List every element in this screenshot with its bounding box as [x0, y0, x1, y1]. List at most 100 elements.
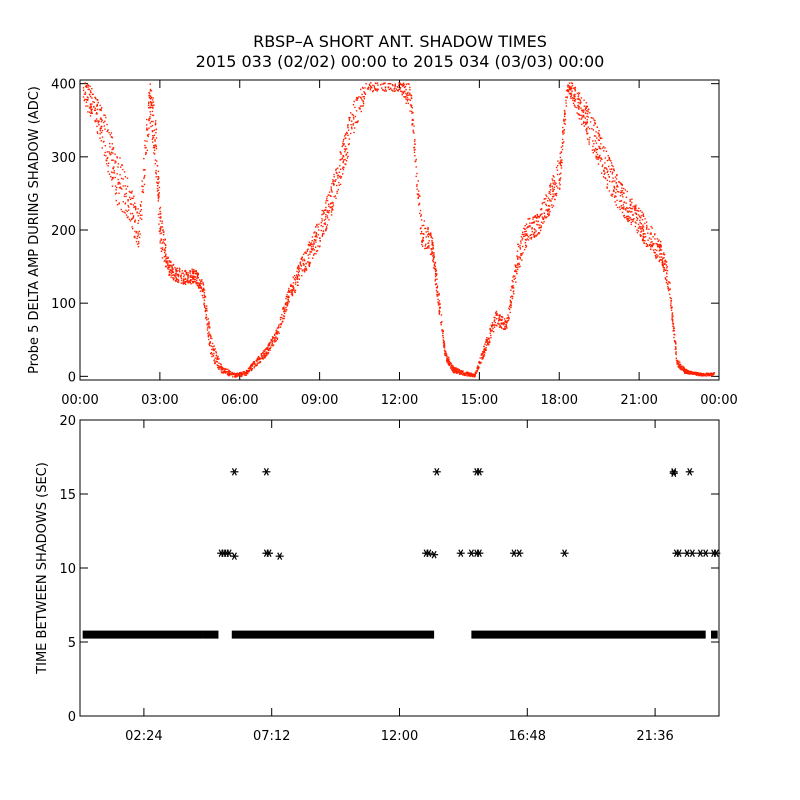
data-point: [180, 282, 183, 284]
data-point: [265, 353, 267, 355]
data-point: [274, 333, 276, 336]
data-point: [111, 143, 113, 145]
data-point: [474, 375, 476, 378]
data-point: [154, 162, 156, 165]
data-point: [558, 182, 561, 184]
data-point: [303, 264, 305, 266]
data-point: [371, 90, 374, 93]
data-point: [430, 236, 432, 239]
data-point: [162, 234, 165, 236]
data-point: [476, 370, 478, 373]
data-point: [405, 102, 407, 104]
data-point: [499, 319, 502, 321]
data-point: [560, 161, 562, 163]
data-point: [167, 264, 169, 266]
data-point: [325, 200, 327, 202]
data-point: [175, 270, 177, 272]
data-point: [511, 295, 513, 297]
data-point: [635, 213, 638, 215]
data-point: [443, 341, 445, 343]
data-point: [625, 216, 627, 218]
data-point: [297, 266, 300, 268]
data-point: [678, 363, 680, 365]
data-point: [534, 229, 536, 231]
data-point: [654, 249, 656, 251]
data-point: [460, 370, 463, 373]
data-point: [87, 84, 90, 87]
data-point: [594, 147, 597, 150]
data-point: [326, 224, 329, 226]
data-point: [606, 186, 608, 188]
data-point: [598, 134, 601, 136]
data-point: [524, 225, 526, 227]
data-point: [251, 365, 253, 367]
data-point: [583, 110, 585, 112]
data-point: [288, 291, 291, 293]
data-point: [606, 171, 608, 173]
data-point: [442, 342, 445, 344]
data-point: [298, 275, 300, 277]
data-point: [316, 224, 318, 227]
data-point: [262, 358, 265, 360]
data-point: [421, 243, 423, 246]
data-point: [413, 147, 415, 149]
data-point: [101, 129, 104, 132]
data-point: [91, 112, 93, 114]
data-point: [151, 102, 153, 104]
data-point: [298, 267, 301, 269]
data-point: [272, 338, 274, 340]
data-point: [257, 359, 259, 361]
data-point: [316, 250, 319, 252]
data-point: [168, 264, 171, 266]
data-point: [150, 95, 152, 98]
data-point: [374, 89, 377, 91]
data-point: [438, 309, 440, 311]
data-point: [561, 148, 564, 151]
data-point: [585, 107, 587, 109]
data-point: [647, 239, 649, 241]
data-point: [397, 86, 399, 88]
data-point: [408, 98, 410, 101]
data-point: [271, 344, 274, 346]
data-point: [165, 244, 167, 246]
data-point: [159, 206, 162, 209]
data-point: [713, 373, 715, 375]
data-point: [86, 96, 89, 98]
data-point: [248, 368, 250, 370]
data-point: [113, 172, 116, 174]
data-point: [626, 207, 628, 209]
data-point: [275, 332, 277, 334]
data-point: [164, 259, 166, 261]
data-point: [652, 242, 654, 245]
data-point: [482, 356, 484, 359]
data-point: [672, 315, 674, 317]
data-point: [515, 266, 517, 269]
data-point: [696, 373, 698, 375]
data-point: [120, 166, 122, 168]
data-point: [519, 248, 522, 250]
data-point: [318, 223, 320, 225]
data-point: [588, 141, 590, 143]
data-point: [443, 343, 446, 345]
data-point: [126, 210, 128, 213]
data-point: [427, 226, 429, 229]
data-point: [157, 170, 160, 173]
data-point: [588, 143, 590, 145]
data-point: [512, 281, 514, 283]
data-point: [524, 238, 527, 241]
data-point: [640, 234, 642, 237]
data-point: [279, 326, 282, 328]
data-point: [355, 121, 358, 124]
data-point: [641, 211, 643, 213]
data-point: [322, 225, 324, 228]
data-point: [625, 209, 627, 211]
data-point: [304, 252, 306, 254]
data-point: [99, 109, 101, 111]
data-point: [341, 145, 343, 148]
data-point: [642, 228, 644, 231]
data-point: [702, 373, 704, 375]
data-point: [199, 290, 202, 292]
data-point: [294, 289, 297, 291]
data-point: [612, 180, 614, 182]
data-point: [400, 90, 402, 92]
